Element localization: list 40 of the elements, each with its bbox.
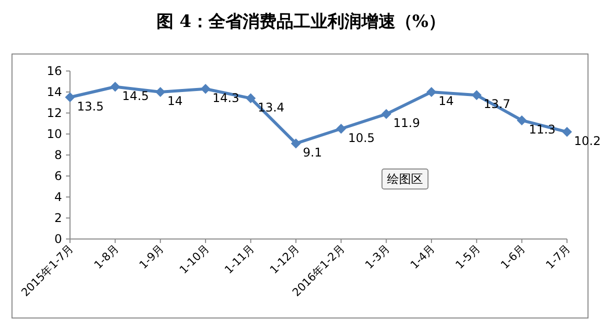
point — [381, 109, 392, 120]
x-tick-label: 1-8月 — [92, 242, 122, 272]
x-tick-label: 1-9月 — [136, 242, 166, 272]
point — [562, 126, 572, 137]
x-tick-label: 1-7月 — [543, 242, 574, 272]
point — [426, 87, 436, 97]
y-tick-label: 4 — [54, 190, 62, 204]
point — [65, 92, 75, 102]
data-label: 9.1 — [302, 145, 322, 160]
point — [200, 84, 211, 94]
data-label: 10.5 — [348, 130, 375, 145]
y-tick-label: 2 — [54, 211, 62, 225]
y-tick-label: 0 — [54, 232, 62, 246]
x-tick-label: 1-3月 — [362, 242, 392, 272]
point — [155, 87, 166, 97]
point — [472, 90, 482, 100]
y-tick-label: 16 — [46, 64, 62, 78]
data-label: 14 — [438, 94, 454, 108]
point — [290, 138, 301, 148]
chart-title: 图 4：全省消费品工业利润增速（%） — [156, 12, 446, 32]
data-label: 11.3 — [528, 122, 556, 136]
annotation: 绘图区 — [387, 172, 423, 186]
y-tick-label: 10 — [46, 127, 62, 141]
point — [336, 124, 346, 134]
x-tick-label: 1-6月 — [498, 242, 528, 272]
point — [110, 82, 120, 92]
x-tick-label: 1-5月 — [453, 242, 483, 272]
y-tick-label: 14 — [46, 85, 62, 99]
data-label: 14.3 — [212, 90, 240, 105]
x-tick-label: 1-4月 — [408, 242, 438, 272]
point — [246, 93, 256, 104]
data-label: 14 — [167, 94, 183, 108]
point — [516, 115, 527, 126]
data-label: 10.2 — [574, 134, 601, 148]
data-label: 11.9 — [393, 116, 420, 130]
data-label: 14.5 — [122, 88, 149, 103]
y-tick-label: 12 — [46, 106, 62, 120]
y-tick-label: 8 — [54, 148, 62, 162]
data-label: 13.5 — [77, 99, 104, 114]
y-tick-label: 6 — [54, 169, 62, 183]
